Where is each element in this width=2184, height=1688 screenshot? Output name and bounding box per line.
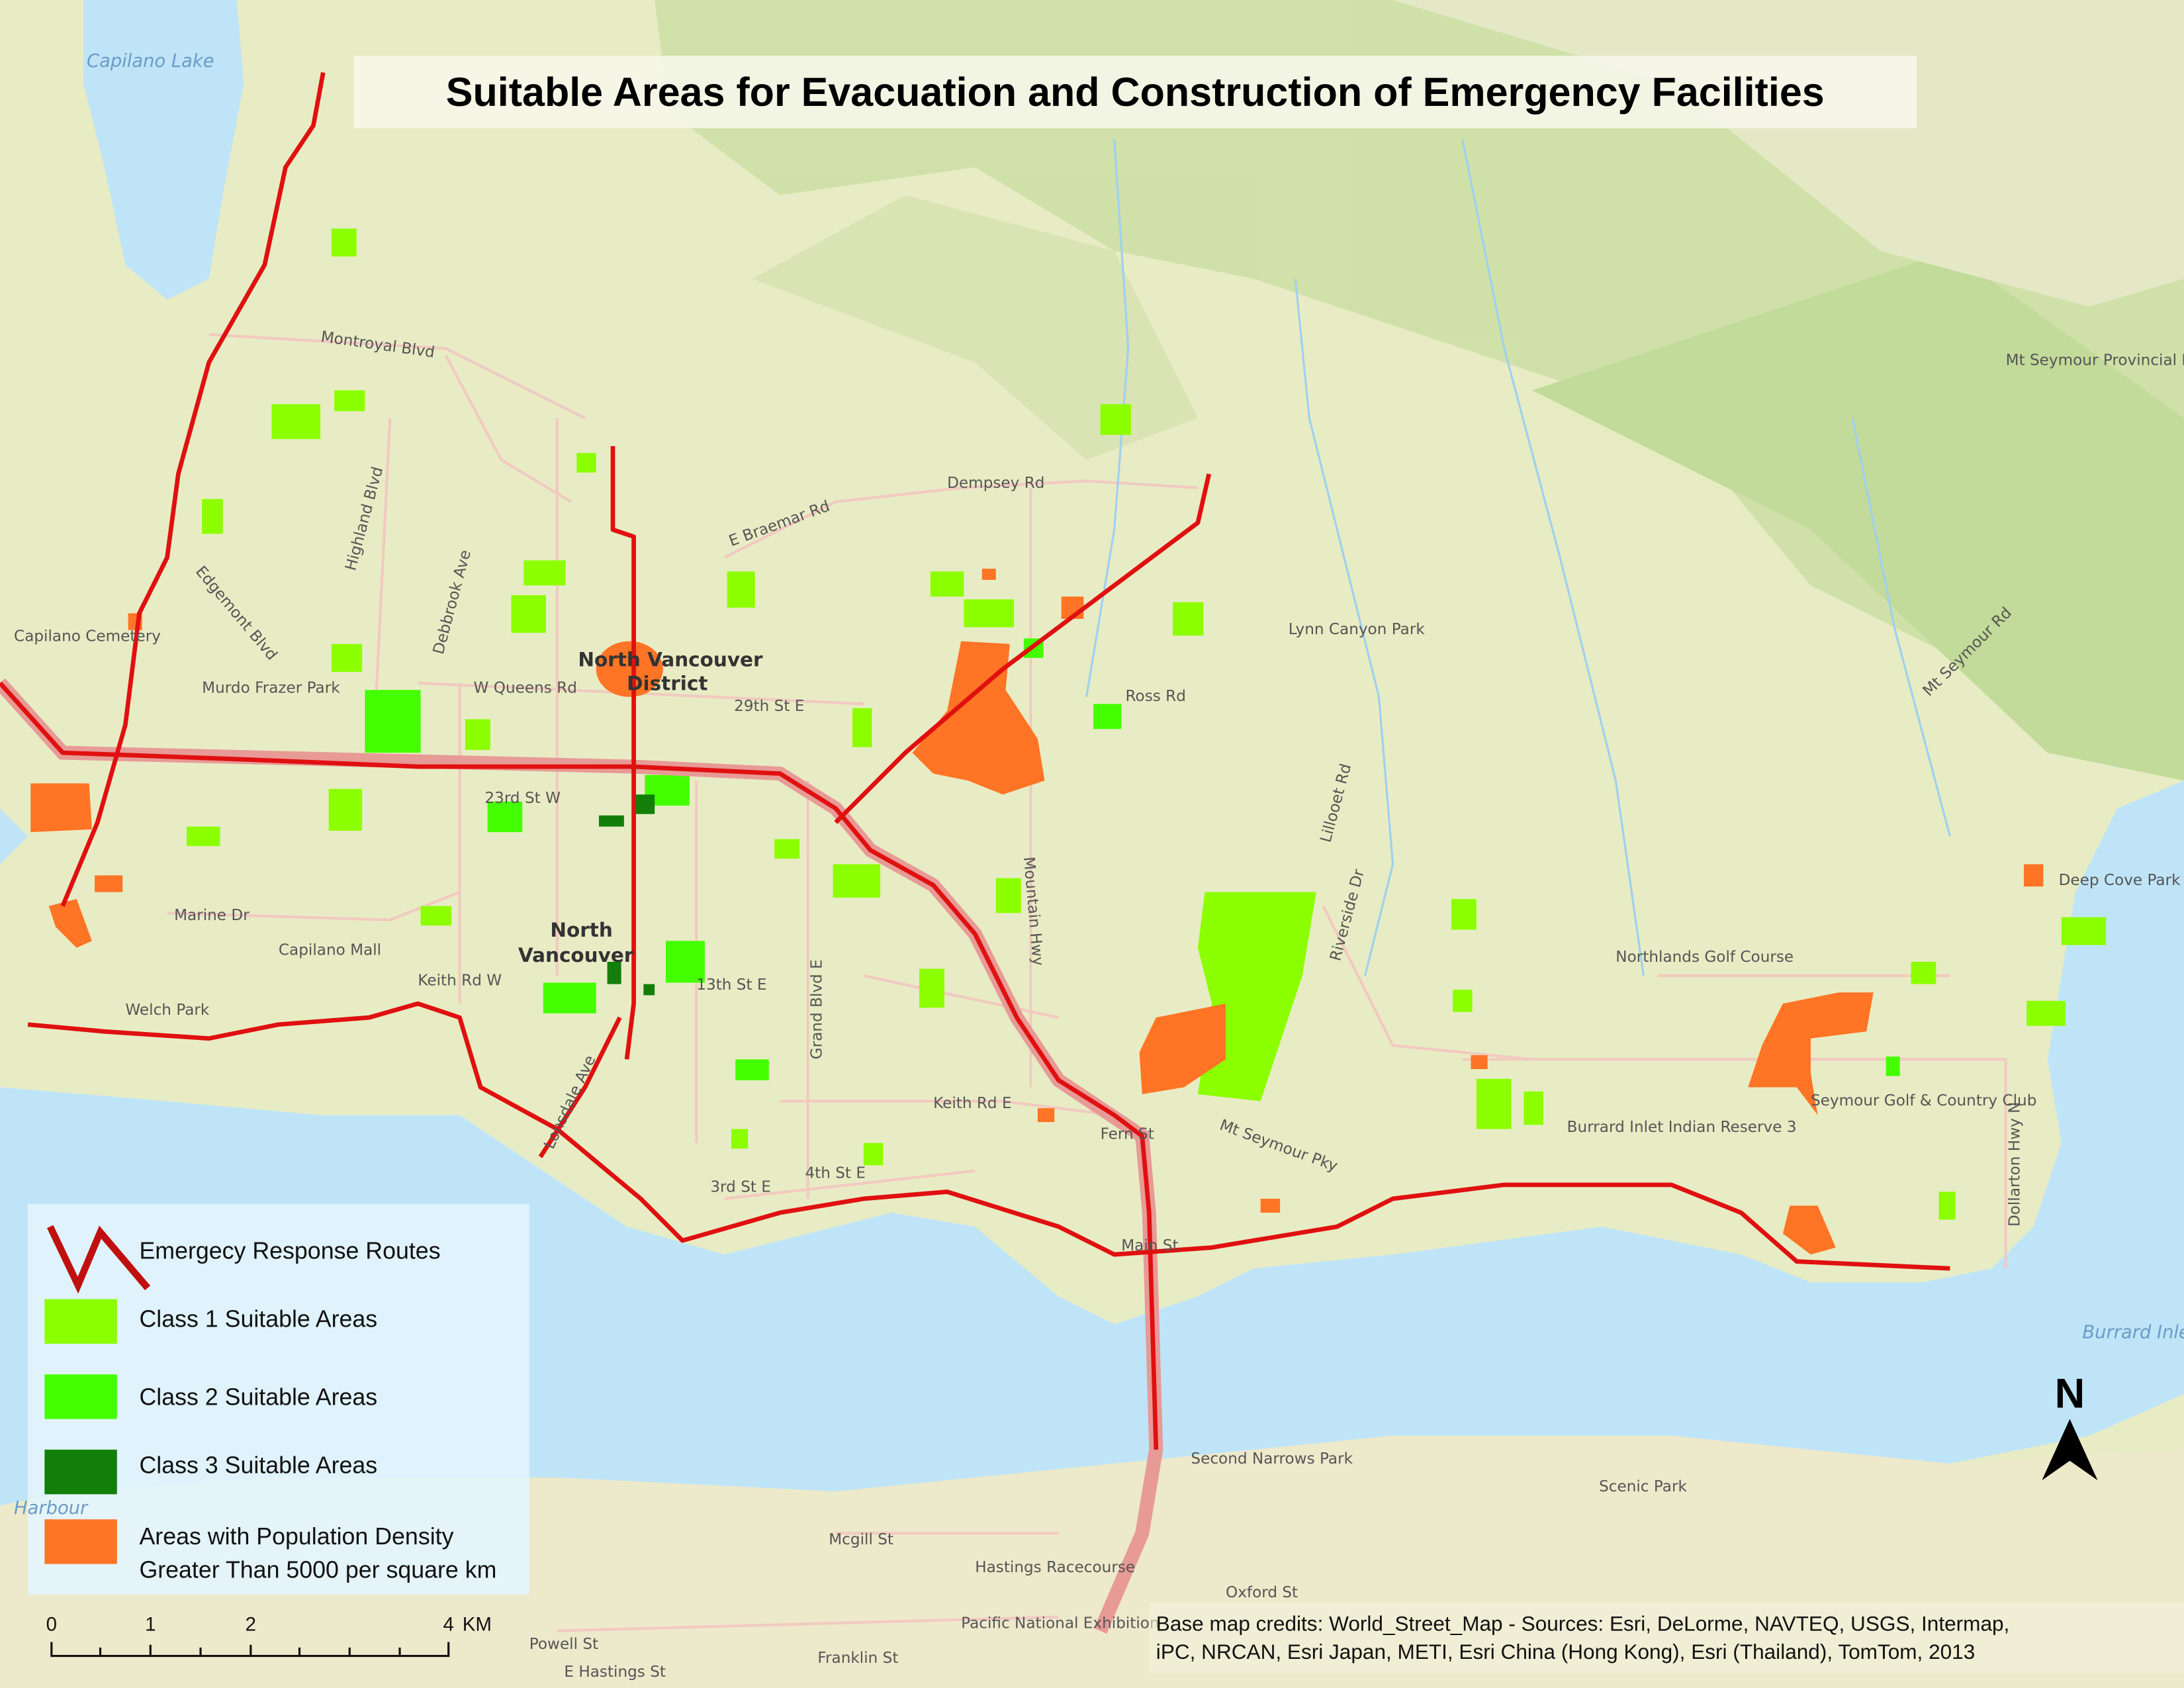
label-north-vancouver-city: North — [550, 919, 612, 941]
street-label: Ross Rd — [1126, 688, 1186, 705]
street-label: Powell St — [529, 1636, 598, 1653]
label-north-vancouver-district: North Vancouver — [578, 649, 763, 671]
label-capilano-mall: Capilano Mall — [279, 941, 381, 959]
legend-class3-swatch — [44, 1449, 117, 1495]
legend-label-class3: Class 3 Suitable Areas — [139, 1452, 377, 1479]
scale-bar: 0 1 2 4 KM — [46, 1614, 492, 1658]
street-label: 3rd St E — [710, 1178, 771, 1196]
street-label: 13th St E — [696, 976, 766, 994]
label-welch-park: Welch Park — [125, 1002, 210, 1019]
credits-line-1: Base map credits: World_Street_Map - Sou… — [1156, 1612, 2010, 1636]
street-label: Mcgill St — [829, 1531, 893, 1548]
rivers — [1085, 139, 1951, 976]
terrain-forest — [655, 0, 2184, 781]
legend-label-population-2: Greater Than 5000 per square km — [139, 1557, 496, 1583]
label-district: District — [627, 672, 707, 694]
label-seymour-golf: Seymour Golf & Country Club — [1811, 1092, 2036, 1109]
title-box — [353, 56, 1917, 128]
street-label: Marine Dr — [174, 907, 250, 924]
street-label: Grand Blvd E — [809, 959, 826, 1059]
label-lynn-canyon: Lynn Canyon Park — [1289, 621, 1426, 638]
class1-suitable-areas — [187, 228, 2107, 1220]
label-northlands: Northlands Golf Course — [1615, 949, 1794, 966]
credits-box — [1149, 1603, 2184, 1673]
legend-label-routes: Emergecy Response Routes — [139, 1237, 440, 1264]
label-murdo-frazer: Murdo Frazer Park — [202, 680, 340, 697]
street-label: Keith Rd E — [933, 1095, 1012, 1112]
scale-tick-2: 2 — [246, 1614, 256, 1636]
label-pne: Pacific National Exhibition — [961, 1615, 1159, 1632]
street-label: Dollarton Hwy N — [2007, 1102, 2024, 1227]
credits-line-2: iPC, NRCAN, Esri Japan, METI, Esri China… — [1156, 1640, 1975, 1664]
legend-class1-swatch — [44, 1299, 117, 1344]
legend-route-symbol — [47, 1225, 151, 1294]
street-label: 23rd St W — [484, 790, 561, 807]
label-hastings-racecourse: Hastings Racecourse — [975, 1559, 1135, 1576]
scale-tick-0: 0 — [46, 1614, 57, 1636]
legend-population-swatch — [44, 1519, 117, 1564]
street-label: W Queens Rd — [474, 680, 577, 697]
north-arrow-icon: N — [2042, 1371, 2098, 1481]
legend-label-class1: Class 1 Suitable Areas — [139, 1306, 377, 1333]
map-title: Suitable Areas for Evacuation and Constr… — [446, 70, 1825, 115]
scale-tick-4: 4 — [443, 1614, 453, 1636]
street-label: Fern St — [1101, 1125, 1154, 1143]
label-deep-cove: Deep Cove Park — [2059, 872, 2181, 889]
label-capilano-lake: Capilano Lake — [87, 51, 214, 71]
legend-class2-swatch — [44, 1374, 117, 1419]
label-burrard-reserve: Burrard Inlet Indian Reserve 3 — [1567, 1119, 1797, 1136]
street-label: Franklin St — [817, 1650, 898, 1667]
legend-label-class2: Class 2 Suitable Areas — [139, 1384, 377, 1411]
water-bodies — [0, 0, 2184, 1506]
street-label: E Hastings St — [564, 1664, 666, 1681]
population-density-areas — [30, 569, 2044, 1255]
place-labels: Capilano Lake North Vancouver District N… — [14, 51, 2184, 1632]
scale-tick-1: 1 — [145, 1614, 156, 1636]
north-label: N — [2055, 1371, 2085, 1417]
street-label: Main St — [1121, 1237, 1178, 1254]
emergency-response-routes — [0, 71, 1950, 1450]
street-label: Oxford St — [1226, 1584, 1298, 1601]
label-harbour: Harbour — [14, 1498, 89, 1519]
label-mt-seymour-park: Mt Seymour Provincial Park — [2006, 352, 2184, 369]
scale-unit: KM — [463, 1614, 492, 1636]
street-label: 4th St E — [805, 1164, 866, 1182]
label-capilano-cemetery: Capilano Cemetery — [14, 628, 161, 645]
street-label: 29th St E — [734, 698, 804, 715]
class2-suitable-areas — [365, 638, 1900, 1080]
label-second-narrows: Second Narrows Park — [1191, 1450, 1353, 1468]
legend: Emergecy Response Routes Class 1 Suitabl… — [28, 1204, 529, 1595]
label-scenic-park: Scenic Park — [1599, 1478, 1687, 1495]
label-burrard-inlet: Burrard Inlet — [2082, 1322, 2184, 1342]
label-vancouver: Vancouver — [518, 944, 634, 966]
street-label: Dempsey Rd — [947, 475, 1044, 492]
legend-label-population: Areas with Population Density — [139, 1523, 453, 1550]
class3-suitable-areas — [598, 794, 655, 996]
street-label: Keith Rd W — [418, 972, 502, 990]
